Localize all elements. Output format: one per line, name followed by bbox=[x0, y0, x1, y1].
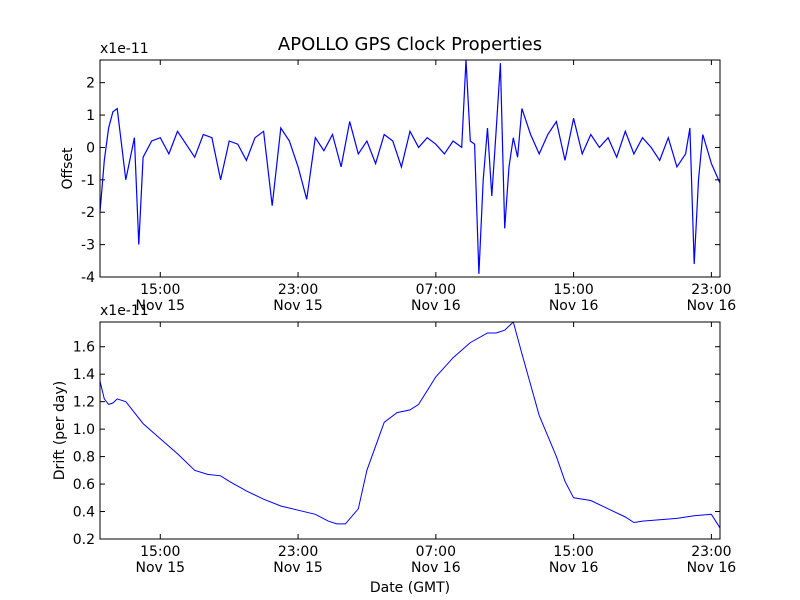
x-tick-time-label: 23:00 bbox=[278, 544, 318, 560]
y-tick-label: 2 bbox=[86, 76, 95, 92]
chart-title: APOLLO GPS Clock Properties bbox=[278, 34, 542, 55]
plot-frame bbox=[99, 321, 721, 540]
y-tick-label: -2 bbox=[81, 205, 95, 221]
x-tick-time-label: 15:00 bbox=[140, 544, 180, 560]
x-tick-time-label: 23:00 bbox=[691, 544, 731, 560]
x-tick-time-label: 23:00 bbox=[691, 282, 731, 298]
plot-frame bbox=[99, 59, 721, 278]
y-tick-label: 1 bbox=[86, 108, 95, 124]
y-tick-label: 0.4 bbox=[73, 505, 95, 521]
x-tick-date-label: Nov 16 bbox=[411, 298, 461, 314]
x-tick-date-label: Nov 16 bbox=[411, 560, 461, 576]
y-tick-label: 1.0 bbox=[73, 422, 95, 438]
drift-series-line bbox=[100, 322, 720, 529]
x-tick-time-label: 07:00 bbox=[416, 544, 456, 560]
y-tick-label: -1 bbox=[81, 173, 95, 189]
x-tick-date-label: Nov 16 bbox=[549, 298, 599, 314]
y-tick-label: 1.6 bbox=[73, 340, 95, 356]
y-axis-label: Drift (per day) bbox=[52, 381, 68, 480]
y-axis-label: Offset bbox=[60, 147, 76, 190]
x-tick-time-label: 15:00 bbox=[140, 282, 180, 298]
x-tick-date-label: Nov 15 bbox=[135, 298, 185, 314]
y-tick-label: 0.6 bbox=[73, 477, 95, 493]
x-tick-time-label: 07:00 bbox=[416, 282, 456, 298]
x-tick-date-label: Nov 16 bbox=[549, 560, 599, 576]
y-tick-label: -3 bbox=[81, 238, 95, 254]
x-tick-date-label: Nov 16 bbox=[687, 298, 737, 314]
offset-series-line bbox=[100, 60, 720, 274]
y-tick-label: 0.2 bbox=[73, 532, 95, 548]
x-tick-date-label: Nov 15 bbox=[273, 560, 323, 576]
x-tick-date-label: Nov 16 bbox=[687, 560, 737, 576]
y-scale-label: x1e-11 bbox=[100, 303, 149, 319]
y-tick-label: 0 bbox=[86, 140, 95, 156]
y-scale-label: x1e-11 bbox=[100, 41, 149, 57]
x-tick-time-label: 15:00 bbox=[553, 544, 593, 560]
y-tick-label: -4 bbox=[81, 270, 95, 286]
y-tick-label: 0.8 bbox=[73, 450, 95, 466]
x-tick-time-label: 23:00 bbox=[278, 282, 318, 298]
x-tick-time-label: 15:00 bbox=[553, 282, 593, 298]
x-axis-label: Date (GMT) bbox=[370, 580, 450, 596]
x-tick-date-label: Nov 15 bbox=[135, 560, 185, 576]
y-tick-label: 1.2 bbox=[73, 395, 95, 411]
y-tick-label: 1.4 bbox=[73, 367, 95, 383]
x-tick-date-label: Nov 15 bbox=[273, 298, 323, 314]
